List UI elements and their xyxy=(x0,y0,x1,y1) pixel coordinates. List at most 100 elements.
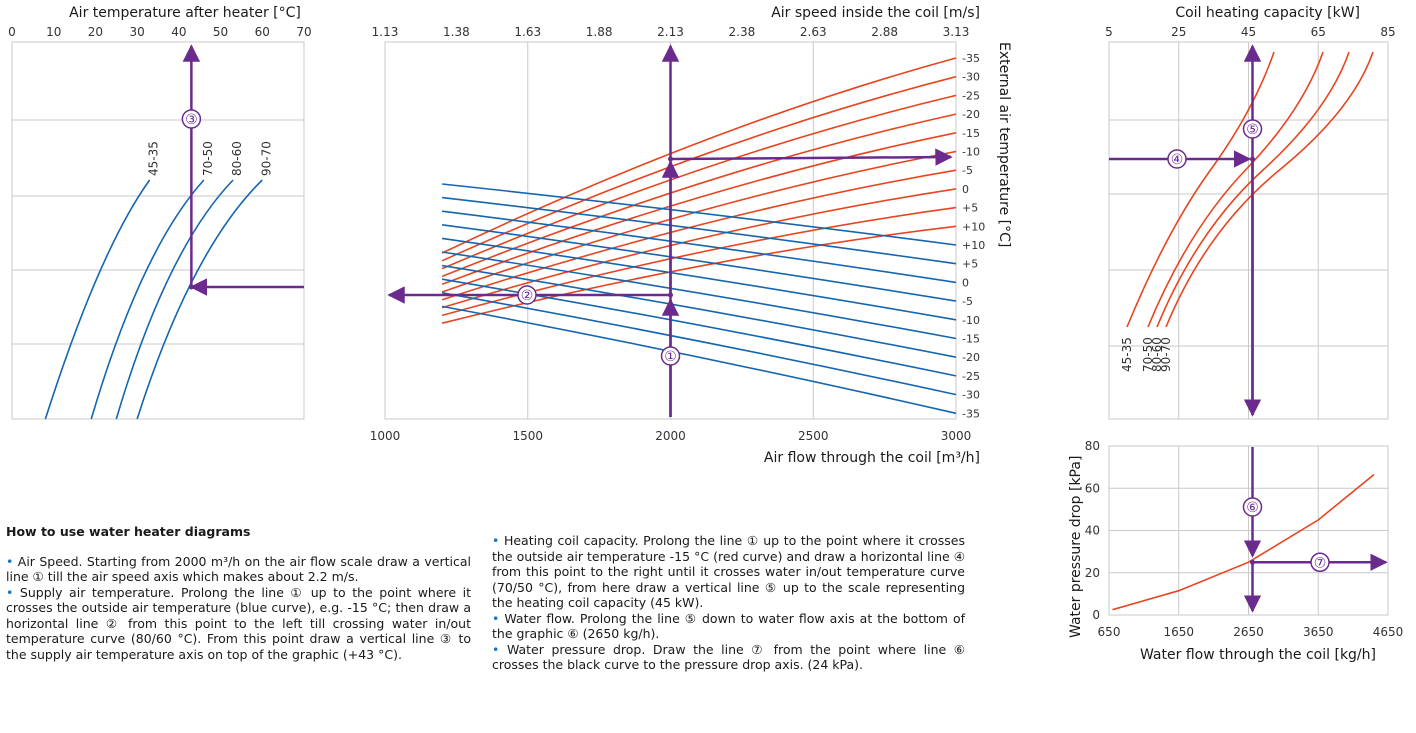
marker-4-circle xyxy=(1167,149,1187,169)
blue-temp-curve xyxy=(441,292,957,396)
capacity-tick: 5 xyxy=(1105,25,1113,39)
supply-temp-curve xyxy=(115,179,234,420)
air-speed-panel: 1000 1500 2000 2500 3000 1.13 1.38 1.63 1.88 2.13… xyxy=(370,5,1012,466)
arrow-4-start xyxy=(670,148,953,166)
capacity-series-label: 80-60 xyxy=(1150,337,1164,372)
marker-1: ① xyxy=(664,349,677,365)
water-flow-axis-title: Water flow through the coil [kg/h] xyxy=(1140,647,1376,663)
capacity-series-label: 70-50 xyxy=(1141,337,1155,372)
capacity-curve xyxy=(1147,51,1324,328)
blue-temp-curve xyxy=(441,224,957,302)
blue-temp-curve xyxy=(442,210,957,284)
air-flow-tick: 2500 xyxy=(798,429,829,443)
red-temp-curve xyxy=(441,169,957,301)
supply-temp-series-label: 80-60 xyxy=(230,141,244,176)
blue-curve-label: -35 xyxy=(962,407,980,420)
blue-temp-curve xyxy=(441,278,957,377)
capacity-series-label: 45-35 xyxy=(1120,337,1134,372)
air-flow-tick: 2000 xyxy=(655,429,686,443)
red-curve-label: 0 xyxy=(962,183,969,196)
heating-capacity-panel: 5 25 45 65 85 Coil heating capacity [kW] 45-… xyxy=(1105,5,1396,420)
water-flow-tick: 3650 xyxy=(1303,625,1334,639)
blue-curve-label: -15 xyxy=(962,333,980,346)
capacity-tick: 45 xyxy=(1241,25,1256,39)
marker-7-circle xyxy=(1310,552,1330,573)
air-speed-tick: 2.38 xyxy=(729,25,756,39)
marker-1-circle xyxy=(660,346,681,366)
pressure-drop-axis-title: Water pressure drop [kPa] xyxy=(1068,456,1084,638)
red-curve-label: -10 xyxy=(962,146,980,159)
air-speed-tick: 2.88 xyxy=(871,25,898,39)
blue-temp-curve xyxy=(442,183,957,246)
marker-4: ④ xyxy=(1171,152,1184,168)
red-temp-curve xyxy=(441,113,957,278)
red-temp-curve xyxy=(441,132,957,285)
capacity-tick: 85 xyxy=(1380,25,1395,39)
red-curve-label: -5 xyxy=(962,164,973,177)
red-temp-curve xyxy=(441,150,957,293)
blue-curve-label: 0 xyxy=(962,276,969,289)
red-curve-label: +5 xyxy=(962,202,978,215)
heating-capacity-axis-title: Coil heating capacity [kW] xyxy=(1175,5,1360,21)
water-flow-tick: 1650 xyxy=(1163,625,1194,639)
blue-curve-label: -20 xyxy=(962,351,980,364)
marker-3-circle xyxy=(181,109,202,129)
supply-temp-curve xyxy=(136,179,263,420)
supply-temp-series-label: 45-35 xyxy=(147,141,161,176)
marker-3: ③ xyxy=(185,112,198,128)
pressure-tick: 60 xyxy=(1085,481,1100,495)
air-flow-tick: 3000 xyxy=(941,429,972,443)
red-temp-curve xyxy=(441,94,957,270)
instruction-water-flow: • Water flow. Prolong the line ⑤ down to… xyxy=(492,610,965,642)
intersection-dot xyxy=(668,292,673,298)
intersection-dot xyxy=(668,156,673,162)
external-temp-axis-title: External air temperature [°C] xyxy=(996,42,1012,247)
instruction-air-speed: • Air Speed. Starting from 2000 m³/h on … xyxy=(6,553,471,585)
red-curve-label: -35 xyxy=(962,52,980,65)
air-speed-tick: 1.63 xyxy=(514,25,541,39)
pressure-drop-curve xyxy=(1112,473,1375,611)
capacity-series-label: 90-70 xyxy=(1159,337,1173,372)
pressure-drop-panel: 650 1650 2650 3650 4650 0 20 40 60 80 Water flow … xyxy=(1068,439,1403,663)
instruction-supply-temp: • Supply air temperature. Prolong the li… xyxy=(6,584,471,662)
marker-5-circle xyxy=(1242,119,1263,139)
supply-temp-series-label: 90-70 xyxy=(259,141,273,176)
blue-temp-curve xyxy=(441,251,957,340)
marker-2-circle xyxy=(517,285,537,305)
intersection-dot xyxy=(188,284,194,290)
instruction-pressure-drop: • Water pressure drop. Draw the line ⑦ f… xyxy=(492,641,965,673)
red-temp-curve xyxy=(441,225,957,324)
pressure-tick: 80 xyxy=(1085,439,1100,453)
marker-6-circle xyxy=(1242,497,1263,517)
air-speed-tick: 2.63 xyxy=(800,25,827,39)
pressure-tick: 0 xyxy=(1092,608,1100,622)
water-flow-tick: 2650 xyxy=(1233,625,1264,639)
blue-curve-label: +10 xyxy=(962,239,985,252)
instructions-title: How to use water heater diagrams xyxy=(6,524,251,539)
supply-temp-tick: 20 xyxy=(88,25,103,39)
marker-6: ⑥ xyxy=(1246,500,1259,516)
supply-temp-curve xyxy=(44,179,151,420)
supply-temp-axis-title: Air temperature after heater [°C] xyxy=(69,5,301,21)
blue-curve-label: -30 xyxy=(962,389,980,402)
supply-temp-tick: 10 xyxy=(46,25,61,39)
capacity-curve xyxy=(1156,51,1350,328)
instructions-right: • Heating coil capacity. Prolong the lin… xyxy=(492,533,965,673)
water-flow-tick: 4650 xyxy=(1373,625,1404,639)
supply-temp-tick: 0 xyxy=(8,25,16,39)
instruction-capacity: • Heating coil capacity. Prolong the lin… xyxy=(492,533,965,610)
capacity-tick: 65 xyxy=(1311,25,1326,39)
air-flow-axis-title: Air flow through the coil [m³/h] xyxy=(764,450,980,466)
air-flow-tick: 1500 xyxy=(512,429,543,443)
supply-temp-panel: 0 10 20 30 40 50 60 70 Air temperature after he… xyxy=(8,5,312,420)
red-curve-label: -15 xyxy=(962,127,980,140)
blue-temp-curve xyxy=(441,305,957,415)
blue-temp-curve xyxy=(441,264,957,358)
supply-temp-series-label: 70-50 xyxy=(201,141,215,176)
capacity-tick: 25 xyxy=(1171,25,1186,39)
blue-temp-curve xyxy=(442,196,957,265)
air-speed-tick: 1.88 xyxy=(586,25,613,39)
marker-7: ⑦ xyxy=(1314,555,1327,571)
supply-temp-tick: 50 xyxy=(213,25,228,39)
supply-temp-tick: 70 xyxy=(296,25,311,39)
